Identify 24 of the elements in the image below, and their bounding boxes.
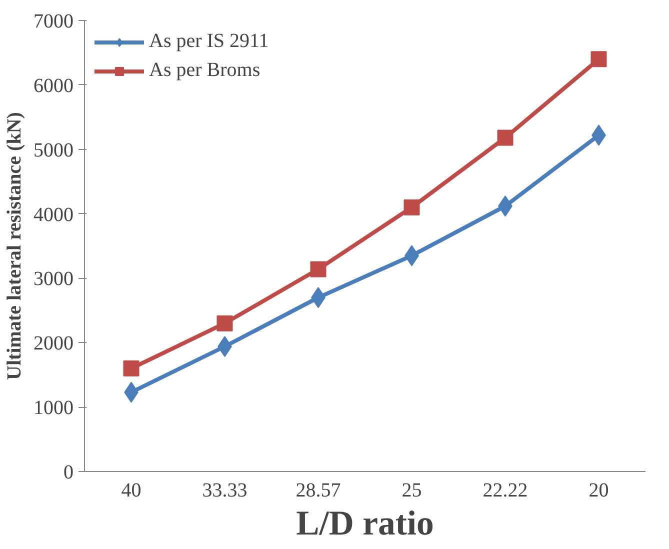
legend-label: As per Broms bbox=[149, 59, 260, 82]
y-tick-label: 2000 bbox=[34, 332, 74, 355]
x-tick-label: 25 bbox=[402, 480, 422, 502]
point bbox=[404, 199, 420, 216]
legend-label: As per IS 2911 bbox=[149, 30, 269, 53]
point bbox=[310, 261, 326, 278]
x-tick-label: 20 bbox=[588, 480, 609, 502]
y-tick-label: 5000 bbox=[34, 139, 74, 162]
y-tick-label: 7000 bbox=[34, 10, 74, 32]
x-axis-title: L/D ratio bbox=[296, 504, 434, 542]
x-tick-label: 22.22 bbox=[482, 480, 528, 502]
y-axis-title: Ultimate lateral resistance (kN) bbox=[4, 112, 26, 380]
x-tick-label: 33.33 bbox=[202, 480, 248, 502]
x-tick-label: 40 bbox=[121, 480, 142, 502]
y-tick-label: 1000 bbox=[34, 397, 74, 420]
x-tick-label: 28.57 bbox=[296, 480, 341, 502]
point bbox=[123, 360, 140, 376]
point bbox=[590, 51, 607, 68]
point bbox=[497, 130, 514, 146]
y-tick-label: 4000 bbox=[34, 204, 74, 226]
y-tick-label: 3000 bbox=[34, 268, 74, 290]
y-tick-label: 0 bbox=[64, 462, 74, 484]
point bbox=[216, 315, 233, 332]
y-tick-label: 6000 bbox=[34, 74, 74, 97]
